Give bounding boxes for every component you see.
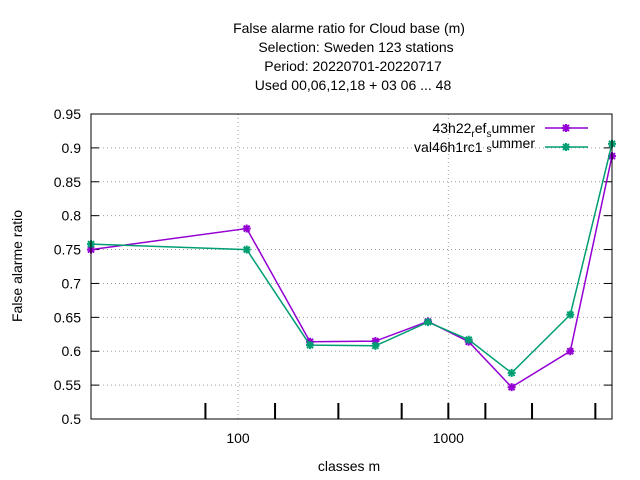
series-2-point <box>566 310 575 319</box>
series-2-point <box>371 341 380 350</box>
legend-label-1-mid: ef <box>475 120 487 136</box>
y-tick-label: 0.85 <box>54 174 81 190</box>
legend-marker-1 <box>562 124 570 132</box>
y-tick-label: 0.75 <box>54 242 81 258</box>
legend-label-1: 43h22refsummer <box>432 120 535 140</box>
legend-label-2: val46h1rc1 summer <box>414 135 535 155</box>
y-tick-label: 0.9 <box>62 140 82 156</box>
series-2-point <box>306 341 315 350</box>
legend-label-2-end: ummer <box>491 135 535 151</box>
x-tick-label: 1000 <box>433 430 464 446</box>
ticks: 0.5 0.55 0.6 0.65 0.7 0.75 0.8 0.85 0.9 0.95 100 10… <box>54 106 612 446</box>
legend: 43h22refsummer val46h1rc1 summer <box>414 120 588 155</box>
legend-marker-2 <box>562 143 570 151</box>
legend-label-1-sub1: r <box>471 129 475 140</box>
plot-frame <box>90 113 613 420</box>
legend-marker-point <box>562 143 570 151</box>
chart-title-line-1: False alarme ratio for Cloud base (m) <box>233 20 465 36</box>
legend-label-2-base: val46h1rc1 <box>414 139 483 155</box>
series-1-point <box>566 347 575 356</box>
y-axis-label: False alarme ratio <box>9 210 25 322</box>
y-tick-label: 0.95 <box>54 106 81 122</box>
legend-label-1-base: 43h22 <box>432 120 471 136</box>
series-2-point <box>242 245 251 254</box>
legend-entry-2: val46h1rc1 summer <box>414 135 588 155</box>
series-2-point <box>423 318 432 327</box>
series-1-point <box>242 224 251 233</box>
x-tick-label: 100 <box>226 430 250 446</box>
chart-title-line-4: Used 00,06,12,18 + 03 06 ... 48 <box>255 77 452 93</box>
legend-label-1-end: ummer <box>491 120 535 136</box>
y-tick-label: 0.65 <box>54 309 81 325</box>
series-lines <box>87 139 616 392</box>
legend-label-1-sub2: s <box>486 129 491 140</box>
legend-marker-point <box>562 124 570 132</box>
series-2-point <box>507 368 516 377</box>
series-line-1 <box>90 155 613 389</box>
y-tick-label: 0.8 <box>62 208 82 224</box>
x-axis-label: classes m <box>318 458 380 474</box>
chart-title-line-2: Selection: Sweden 123 stations <box>258 39 453 55</box>
grid <box>91 114 612 419</box>
y-tick-label: 0.7 <box>62 275 82 291</box>
y-tick-label: 0.5 <box>62 411 82 427</box>
series-2-point <box>464 335 473 344</box>
series-line-2 <box>90 143 613 374</box>
legend-entry-1: 43h22refsummer <box>432 120 588 140</box>
chart-title-line-3: Period: 20220701-20220717 <box>264 58 442 74</box>
series-1-point <box>507 383 516 392</box>
y-tick-label: 0.6 <box>62 343 82 359</box>
legend-label-2-sub2: s <box>486 144 491 155</box>
y-tick-label: 0.55 <box>54 377 81 393</box>
